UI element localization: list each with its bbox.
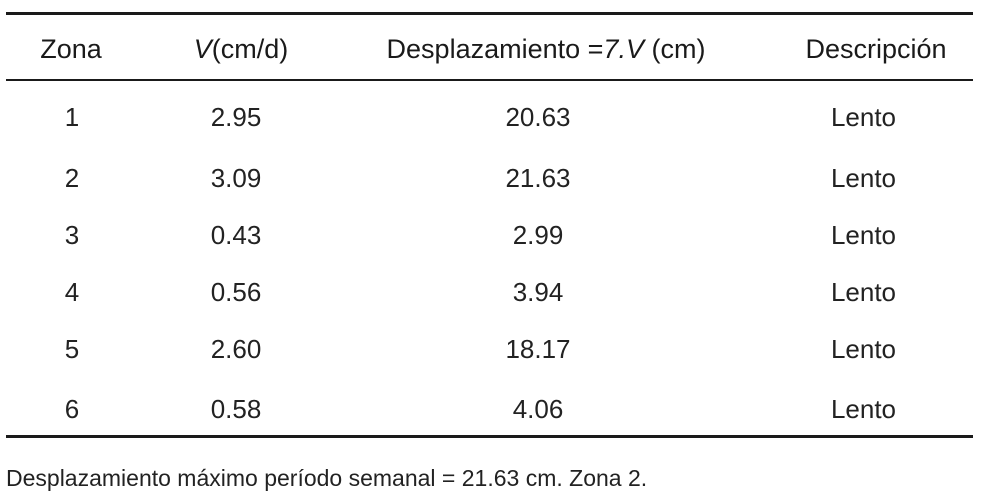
table-header-rule bbox=[6, 79, 973, 81]
cell-descripcion: Lento bbox=[830, 394, 897, 424]
cell-zona: 6 bbox=[64, 394, 80, 424]
header-desplazamiento: Desplazamiento =7.V (cm) bbox=[336, 36, 756, 63]
header-desp-unit: (cm) bbox=[651, 34, 706, 64]
cell-velocity: 3.09 bbox=[210, 163, 262, 193]
cell-zona: 4 bbox=[64, 277, 80, 307]
cell-descripcion: Lento bbox=[830, 277, 897, 307]
cell-desplazamiento: 3.94 bbox=[512, 277, 564, 307]
header-desp-prefix: Desplazamiento = bbox=[386, 34, 604, 64]
cell-descripcion: Lento bbox=[830, 334, 897, 364]
cell-velocity: 0.58 bbox=[210, 394, 262, 424]
cell-zona: 2 bbox=[64, 163, 80, 193]
header-zona: Zona bbox=[40, 34, 102, 64]
cell-velocity: 0.43 bbox=[210, 220, 262, 250]
cell-zona: 1 bbox=[64, 102, 80, 132]
cell-desplazamiento: 2.99 bbox=[512, 220, 564, 250]
table-bottom-rule bbox=[6, 435, 973, 438]
header-velocity-unit: (cm/d) bbox=[211, 34, 289, 64]
cell-descripcion: Lento bbox=[830, 163, 897, 193]
cell-desplazamiento: 20.63 bbox=[505, 102, 571, 132]
header-velocity-symbol: V bbox=[193, 34, 212, 64]
header-desp-formula: 7.V bbox=[603, 34, 644, 64]
cell-zona: 5 bbox=[64, 334, 80, 364]
cell-desplazamiento: 21.63 bbox=[505, 163, 571, 193]
header-velocity: V(cm/d) bbox=[166, 36, 316, 63]
cell-descripcion: Lento bbox=[830, 102, 897, 132]
cell-desplazamiento: 18.17 bbox=[505, 334, 571, 364]
table-footnote: Desplazamiento máximo período semanal = … bbox=[6, 465, 648, 491]
cell-velocity: 2.95 bbox=[210, 102, 262, 132]
cell-desplazamiento: 4.06 bbox=[512, 394, 564, 424]
table-top-rule bbox=[6, 12, 973, 15]
cell-velocity: 0.56 bbox=[210, 277, 262, 307]
cell-velocity: 2.60 bbox=[210, 334, 262, 364]
cell-zona: 3 bbox=[64, 220, 80, 250]
cell-descripcion: Lento bbox=[830, 220, 897, 250]
header-descripcion: Descripción bbox=[805, 34, 947, 64]
